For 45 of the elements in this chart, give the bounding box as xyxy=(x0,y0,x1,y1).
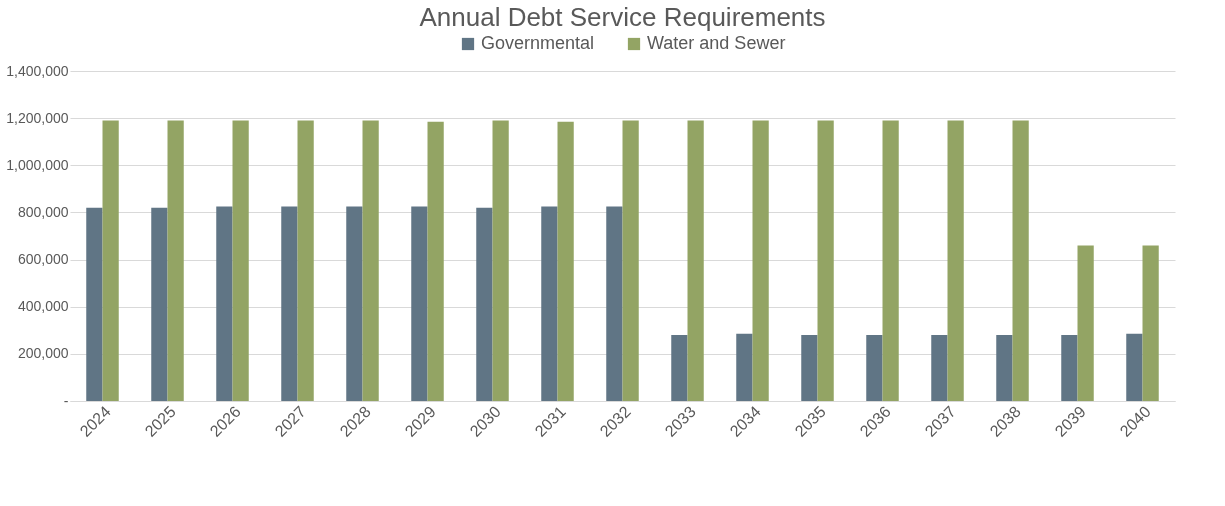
bar xyxy=(167,120,184,401)
bar xyxy=(346,206,363,401)
y-tick-label: 200,000 xyxy=(17,345,69,362)
bar xyxy=(736,333,753,401)
y-tick-label: - xyxy=(63,392,69,409)
bar xyxy=(297,120,314,401)
bar xyxy=(362,120,379,401)
y-tick-label: 800,000 xyxy=(17,203,69,220)
bar xyxy=(882,120,899,401)
bar xyxy=(752,120,769,401)
bar xyxy=(541,206,558,401)
legend-label: Water and Sewer xyxy=(647,33,786,53)
bar xyxy=(817,120,834,401)
bar xyxy=(947,120,964,401)
bar xyxy=(232,120,249,401)
bar xyxy=(411,206,428,401)
bar xyxy=(1012,120,1029,401)
bar xyxy=(606,206,623,401)
y-tick-label: 1,000,000 xyxy=(6,156,69,173)
bar xyxy=(1126,333,1143,401)
bar xyxy=(1061,335,1078,401)
legend-label: Governmental xyxy=(481,33,595,53)
bar xyxy=(671,335,688,401)
bar xyxy=(996,335,1013,401)
chart-title: Annual Debt Service Requirements xyxy=(419,2,826,32)
bar xyxy=(476,207,493,401)
bar xyxy=(427,121,444,401)
bar xyxy=(557,121,574,401)
y-tick-label: 1,200,000 xyxy=(6,109,69,126)
bar xyxy=(86,207,103,401)
bar xyxy=(1142,245,1159,401)
bar xyxy=(801,335,818,401)
bar xyxy=(151,207,168,401)
bar xyxy=(1077,245,1094,401)
bar xyxy=(866,335,883,401)
bar xyxy=(281,206,298,401)
y-tick-label: 1,400,000 xyxy=(6,62,69,79)
bar xyxy=(931,335,948,401)
bar xyxy=(492,120,509,401)
bar xyxy=(622,120,639,401)
y-tick-label: 400,000 xyxy=(17,298,69,315)
bar xyxy=(102,120,119,401)
bar xyxy=(687,120,704,401)
y-tick-label: 600,000 xyxy=(17,251,69,268)
bar xyxy=(216,206,233,401)
